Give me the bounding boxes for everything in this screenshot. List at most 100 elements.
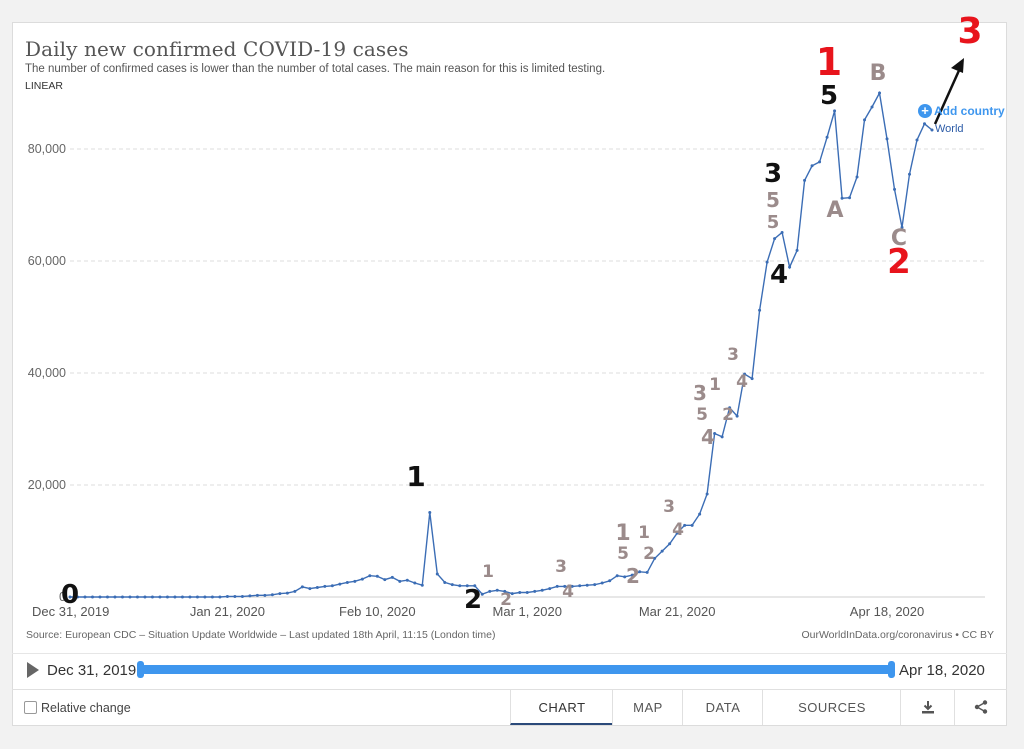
data-point [210,595,214,599]
data-point [803,178,807,182]
share-button[interactable] [954,690,1007,725]
data-point [90,595,94,599]
data-point [825,135,829,139]
data-point [690,523,694,527]
share-icon [974,700,988,714]
annotation-label: 2 [643,544,655,564]
data-point [570,584,574,588]
data-point [495,588,499,592]
data-point [833,109,837,113]
y-tick-label: 0 [59,590,66,604]
data-point [465,584,469,588]
data-point [840,196,844,200]
data-point [315,585,319,589]
data-point [105,595,109,599]
data-point [788,265,792,269]
data-point [923,122,927,126]
data-point [150,595,154,599]
data-point [503,589,507,593]
annotation-label: 1 [709,375,721,395]
timeline-start-handle[interactable] [137,661,144,678]
data-point [555,584,559,588]
data-point [780,230,784,234]
x-tick-label: Jan 21, 2020 [190,604,265,619]
relative-change-toggle[interactable]: Relative change [24,701,131,715]
y-tick-label: 20,000 [28,478,66,492]
data-point [698,512,702,516]
annotation-label: 5 [696,405,708,425]
data-point [165,595,169,599]
annotation-label: 1 [406,460,425,493]
annotation-label: 3 [764,159,782,189]
data-point [533,589,537,593]
data-point [113,595,117,599]
data-point [255,593,259,597]
chart-card [12,22,1007,726]
add-country-label: Add country [934,104,1005,118]
annotation-label: 5 [820,81,838,111]
data-point [870,105,874,109]
data-point [660,549,664,553]
play-icon[interactable] [27,662,39,678]
data-point [773,237,777,241]
data-point [908,172,912,176]
data-point [600,581,604,585]
data-point [443,580,447,584]
timeline-bar [12,653,1007,690]
credit-link[interactable]: OurWorldInData.org/coronavirus • CC BY [801,629,994,641]
data-point [120,595,124,599]
data-point [173,595,177,599]
data-point [218,595,222,599]
annotation-label: 5 [766,188,780,212]
tab-chart[interactable]: CHART [510,690,613,725]
timeline-end-handle[interactable] [888,661,895,678]
timeline-slider[interactable] [140,665,892,674]
annotation-label: 4 [562,582,574,602]
data-point [398,579,402,583]
data-point [818,160,822,164]
x-tick-label: Apr 18, 2020 [850,604,924,619]
data-point [225,594,229,598]
annotation-label: 4 [736,372,748,392]
tab-map[interactable]: MAP [612,690,683,725]
annotation-arrowhead [951,58,964,73]
scale-toggle[interactable]: LINEAR [25,80,63,92]
y-tick-label: 60,000 [28,254,66,268]
data-point [608,579,612,583]
add-country-button[interactable]: + Add country [918,104,1005,118]
data-point [713,431,717,435]
download-icon [922,701,934,714]
data-point [330,584,334,588]
chart-title: Daily new confirmed COVID-19 cases [25,37,409,61]
data-point [743,372,747,376]
x-tick-label: Mar 21, 2020 [639,604,716,619]
data-point [135,595,139,599]
annotation-label: 3 [727,345,739,365]
data-point [683,523,687,527]
x-tick-label: Dec 31, 2019 [32,604,109,619]
annotation-label: 2 [464,585,482,615]
x-tick-label: Mar 1, 2020 [493,604,562,619]
source-note: Source: European CDC – Situation Update … [26,629,496,641]
data-point [143,595,147,599]
annotation-label: 3 [957,11,982,52]
data-point [248,594,252,598]
download-button[interactable] [900,690,955,725]
relative-change-checkbox[interactable] [24,701,37,714]
tab-data[interactable]: DATA [682,690,763,725]
data-point [510,592,514,596]
annotation-label: 1 [816,40,842,84]
data-point [240,594,244,598]
data-point [518,591,522,595]
data-point [893,187,897,191]
data-point [75,595,79,599]
data-point [345,580,349,584]
data-point [458,584,462,588]
annotation-label: 4 [770,260,788,290]
data-point [615,574,619,578]
annotation-label: A [826,198,843,223]
series-label-world: World [935,123,964,135]
annotation-label: 5 [617,544,629,564]
series-line-world [70,90,933,598]
tab-sources[interactable]: SOURCES [762,690,901,725]
